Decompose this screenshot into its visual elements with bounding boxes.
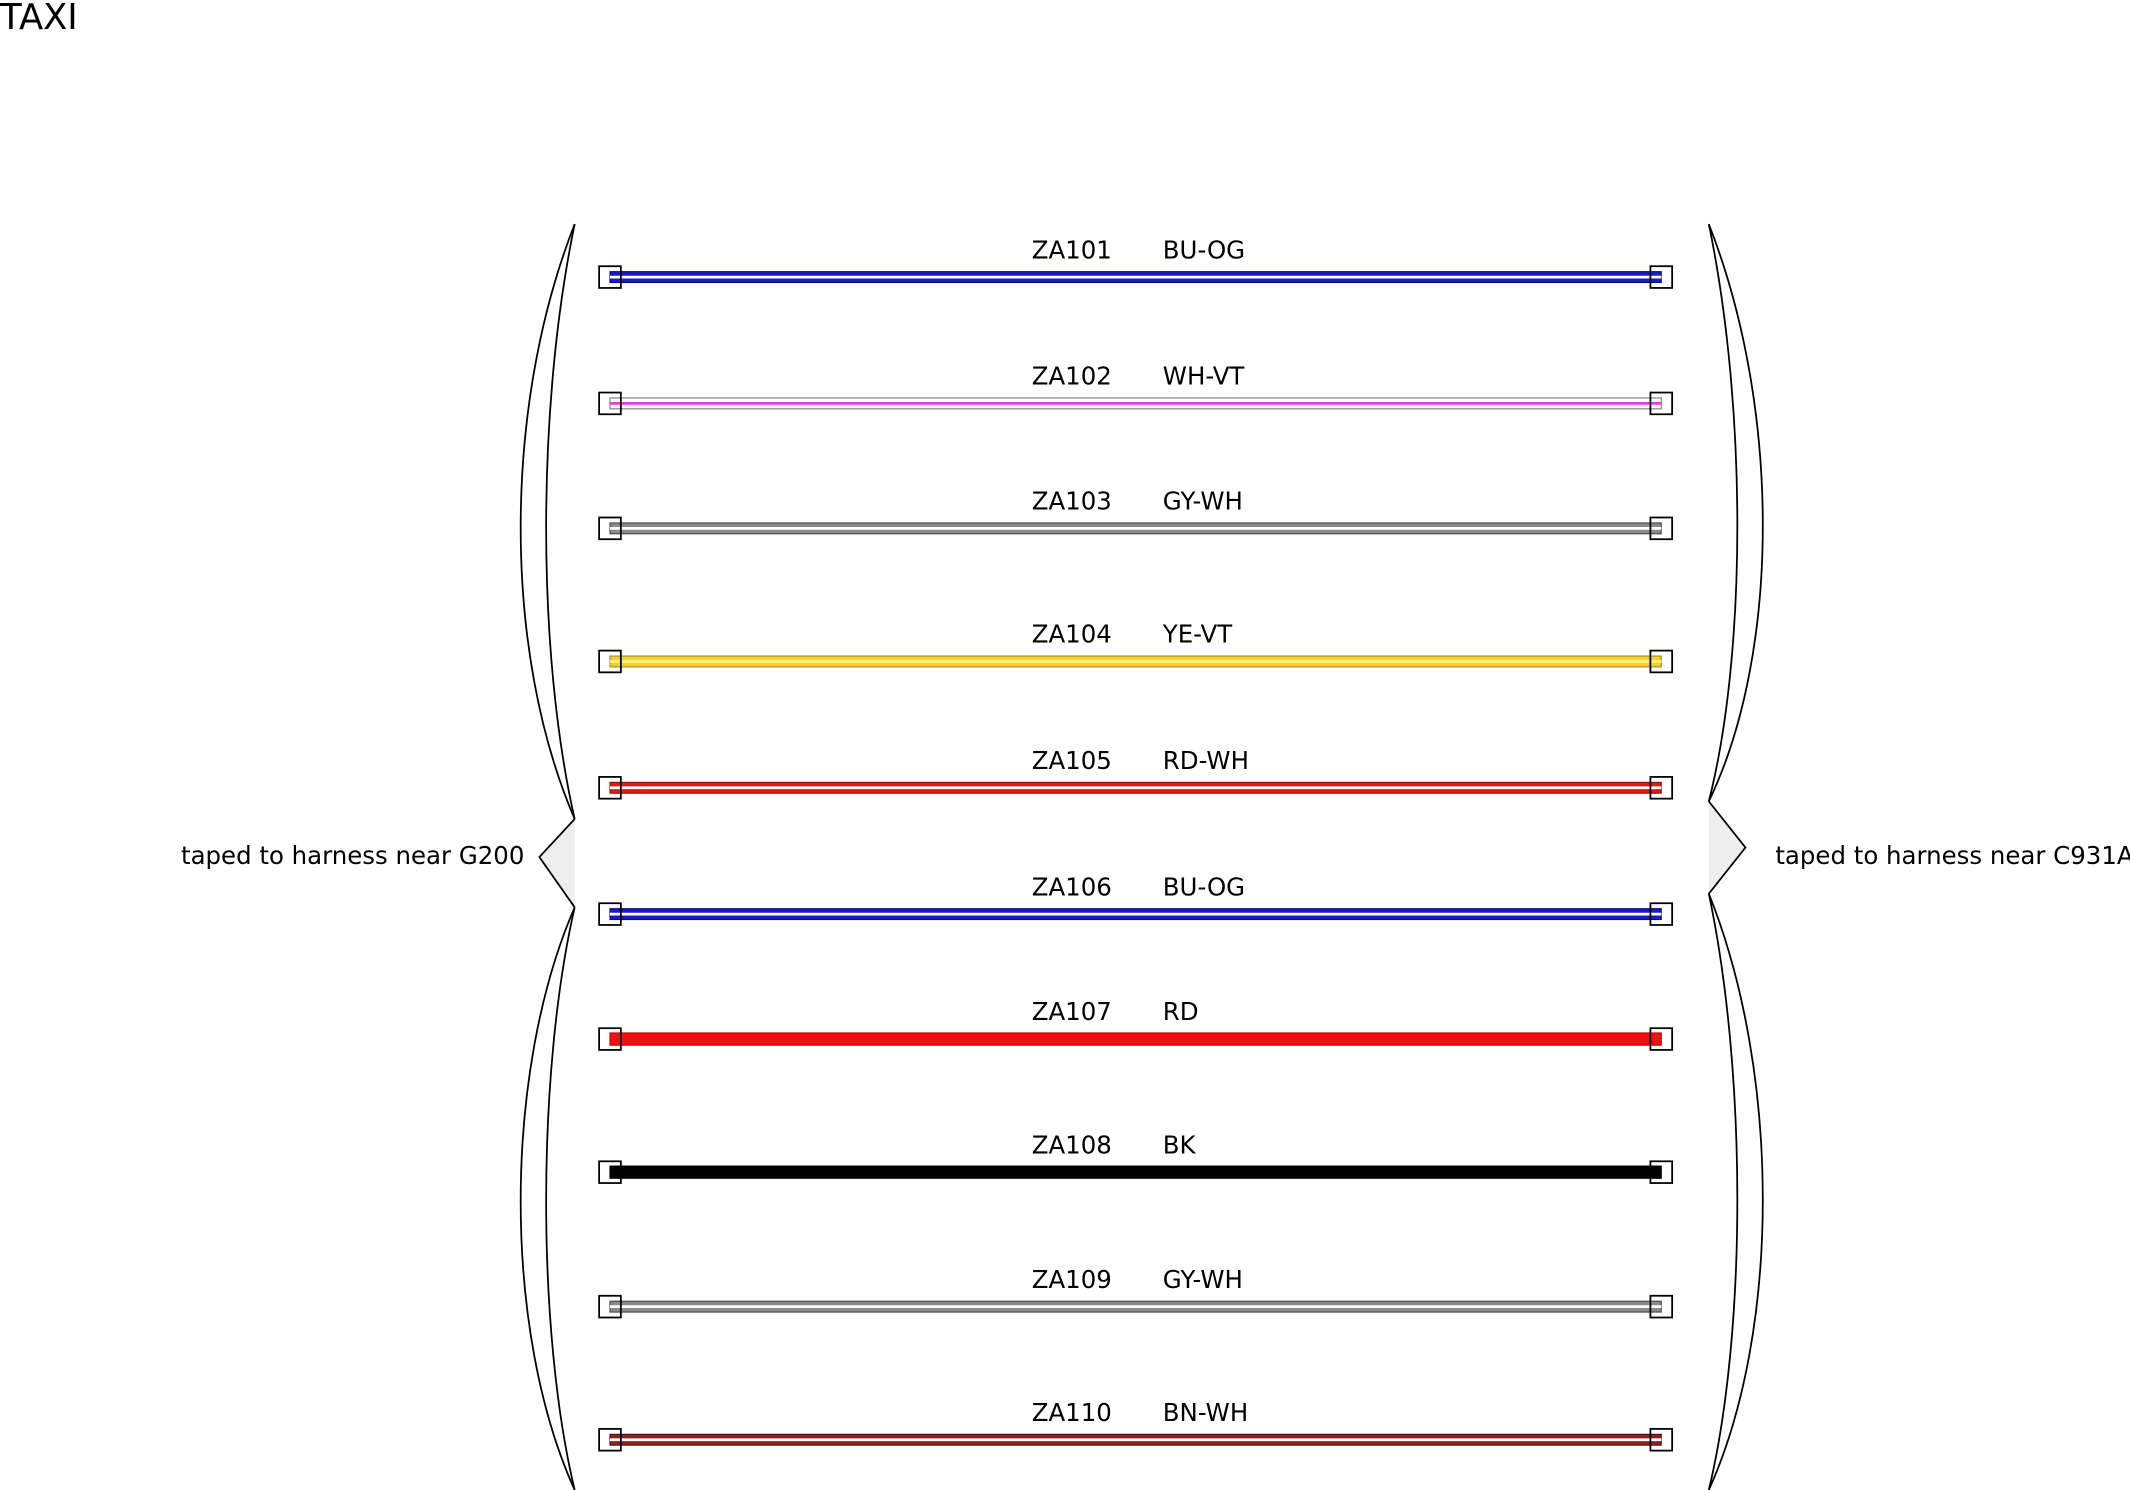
terminal [1649, 1027, 1674, 1051]
wire-id: ZA109 [1032, 1265, 1112, 1294]
wire-color: GY-WH [1163, 487, 1243, 516]
wire: ZA102 WH-VT [598, 362, 1674, 416]
wire-body [609, 1032, 1662, 1046]
wire-id: ZA102 [1032, 362, 1112, 391]
wire: ZA104 YE-VT [598, 620, 1674, 674]
right-bracket [1707, 223, 1764, 1490]
terminal [598, 265, 622, 289]
wire-id: ZA108 [1032, 1130, 1112, 1159]
terminal [1649, 516, 1674, 541]
terminal [598, 1160, 622, 1184]
title: TAXI [0, 0, 78, 38]
terminal [598, 649, 622, 674]
terminal [1649, 1294, 1674, 1319]
terminal [1649, 649, 1674, 674]
wire: ZA109 GY-WH [598, 1265, 1674, 1319]
terminal [598, 516, 622, 541]
left-bracket [519, 223, 576, 1490]
wire: ZA106 BU-OG [598, 872, 1674, 926]
wire: ZA108 BK [598, 1130, 1674, 1184]
wire-body [609, 1165, 1662, 1179]
wire-id: ZA106 [1032, 872, 1112, 901]
wire-color: BU-OG [1163, 235, 1245, 264]
wire-id: ZA107 [1032, 997, 1112, 1026]
wire: ZA103 GY-WH [598, 487, 1674, 541]
wire-id: ZA101 [1032, 235, 1112, 264]
terminal [1649, 1160, 1674, 1184]
wire-id: ZA105 [1032, 746, 1112, 775]
terminal [598, 1027, 622, 1051]
terminal [1649, 1427, 1674, 1452]
terminal [598, 1294, 622, 1319]
terminal [1649, 265, 1674, 289]
left-note: taped to harness near G200 [181, 841, 524, 870]
wire-id: ZA110 [1032, 1398, 1112, 1427]
right-note: taped to harness near C931A [1775, 841, 2130, 870]
terminal [598, 776, 622, 800]
wire: ZA107 RD [598, 997, 1674, 1051]
wire-color: GY-WH [1163, 1265, 1243, 1294]
wire-id: ZA104 [1032, 620, 1112, 649]
wire-color: BN-WH [1163, 1398, 1248, 1427]
terminal [1649, 776, 1674, 800]
wire-color: BK [1163, 1130, 1197, 1159]
wire: ZA110 BN-WH [598, 1398, 1674, 1452]
terminal [598, 391, 622, 416]
terminal [598, 1427, 622, 1452]
wire: ZA105 RD-WH [598, 746, 1674, 800]
terminal [598, 902, 622, 926]
wire-color: RD [1163, 997, 1199, 1026]
wire-id: ZA103 [1032, 487, 1112, 516]
wire-color: YE-VT [1162, 620, 1232, 649]
terminal [1649, 902, 1674, 926]
terminal [1649, 391, 1674, 416]
wire: ZA101 BU-OG [598, 235, 1674, 289]
wire-color: WH-VT [1163, 362, 1245, 391]
wire-color: BU-OG [1163, 872, 1245, 901]
wire-color: RD-WH [1163, 746, 1249, 775]
